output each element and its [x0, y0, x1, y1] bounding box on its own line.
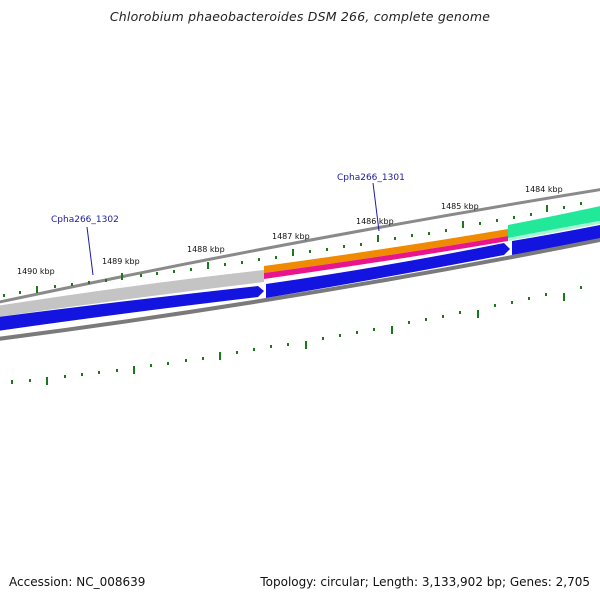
- gene-arrow-blue-right: [512, 224, 600, 255]
- gene-arc-magenta: [264, 236, 508, 279]
- gene-arc-green-light: [508, 220, 600, 241]
- gene-arrow-blue-left: [0, 286, 264, 331]
- kbp-label-1490: 1490 kbp: [17, 267, 55, 276]
- outer-tick-row: [3, 202, 582, 297]
- inner-tick-row: [11, 286, 582, 385]
- gene-label-cpha266-1302[interactable]: Cpha266_1302: [51, 215, 119, 225]
- forward-backbone: [0, 188, 600, 304]
- page-title: Chlorobium phaeobacteroides DSM 266, com…: [109, 9, 491, 24]
- kbp-label-1484: 1484 kbp: [525, 185, 563, 194]
- accession-text: Accession: NC_008639: [9, 575, 146, 589]
- kbp-label-1488: 1488 kbp: [187, 245, 225, 254]
- topology-text: Topology: circular; Length: 3,133,902 bp…: [260, 575, 590, 589]
- gene-label-cpha266-1301[interactable]: Cpha266_1301: [337, 173, 405, 183]
- gene-callout-line: [372, 182, 380, 232]
- gene-arc-grey: [0, 270, 264, 317]
- kbp-label-1489: 1489 kbp: [102, 257, 140, 266]
- kbp-label-1487: 1487 kbp: [272, 232, 310, 241]
- gene-arrow-blue-middle: [266, 243, 510, 298]
- gene-arc-green: [508, 206, 600, 238]
- kbp-label-1485: 1485 kbp: [441, 202, 479, 211]
- gene-arc-orange: [264, 229, 508, 273]
- reverse-backbone: [0, 237, 600, 341]
- gene-callout-line: [86, 226, 94, 276]
- kbp-label-1486: 1486 kbp: [356, 217, 394, 226]
